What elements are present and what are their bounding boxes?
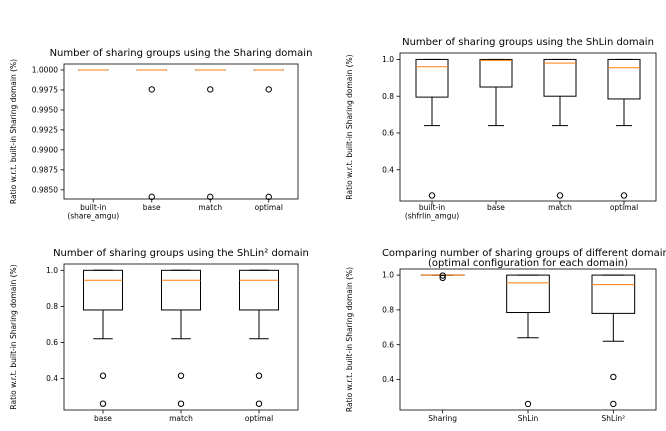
outlier-point [207,86,214,93]
outlier-point [99,400,107,407]
y-tick-label: 0.8 [46,302,58,311]
y-axis-label: Ratio w.r.t. built-in Sharing domain (%) [345,54,354,199]
x-tick-label: optimal [255,203,283,212]
outlier-point [439,272,446,279]
x-tick-label: built-in [80,203,106,212]
outlier-point [148,86,155,93]
chart-3: Number of sharing groups using the ShLin… [9,248,309,423]
x-tick-label: ShLin² [602,414,626,423]
outlier-point [255,400,263,407]
y-tick-label: 0.8 [382,92,394,101]
x-tick-label: base [487,203,505,212]
outlier-point [439,274,446,282]
chart-1: Number of sharing groups using the Shari… [9,48,312,221]
x-tick-label: match [548,203,572,212]
x-tick-label: base [94,414,112,423]
chart-title: Number of sharing groups using the ShLin… [402,37,654,48]
outlier-point [610,400,617,408]
plot-frame [63,263,299,411]
y-tick-label: 0.4 [382,375,394,384]
y-tick-label: 0.9875 [32,165,58,174]
outlier-point [620,192,628,199]
outlier-point [428,192,436,199]
x-tick-label: base [143,203,161,212]
x-tick-label: built-in [419,203,445,212]
box [506,274,550,314]
chart-title: (optimal configuration for each domain) [428,258,628,269]
chart-title: Number of sharing groups using the ShLin… [53,248,309,259]
outlier-point [255,372,263,379]
y-tick-label: 0.4 [382,165,394,174]
x-tick-label: (share_amgu) [67,212,119,221]
y-axis-label: Ratio w.r.t. built-in Sharing domain (%) [345,267,354,412]
y-tick-label: 0.8 [382,306,394,315]
chart-title: Number of sharing groups using the Shari… [50,48,313,59]
y-tick-label: 1.0 [46,266,58,275]
plot-frame [63,63,299,200]
y-tick-label: 1.0 [382,271,394,280]
box [161,269,201,311]
box [239,269,279,311]
outlier-point [556,192,564,199]
y-tick-label: 0.9925 [32,126,58,135]
chart-2: Number of sharing groups using the ShLin… [345,37,657,221]
y-tick-label: 0.6 [382,129,394,138]
box [543,58,577,97]
outlier-point [265,86,272,93]
box [607,58,641,100]
y-tick-label: 1.0000 [32,66,58,75]
plot-frame [399,52,657,202]
y-tick-label: 0.9950 [32,106,58,115]
y-tick-label: 0.6 [46,338,58,347]
box [415,58,449,98]
y-tick-label: 1.0 [382,55,394,64]
y-tick-label: 0.6 [382,340,394,349]
x-tick-label: Sharing [428,414,457,423]
x-tick-label: optimal [610,203,638,212]
outlier-point [610,373,617,381]
chart-4: Comparing number of sharing groups of di… [345,248,666,423]
chart-title: Comparing number of sharing groups of di… [382,248,666,259]
outlier-point [177,400,185,407]
x-tick-label: optimal [245,414,273,423]
box [591,274,636,314]
y-axis-label: Ratio w.r.t. built-in Sharing domain (%) [9,59,18,204]
outlier-point [177,372,185,379]
x-tick-label: ShLin [518,414,539,423]
x-tick-label: match [169,414,193,423]
outlier-point [99,372,107,379]
outlier-point [524,400,532,408]
y-tick-label: 0.4 [46,374,58,383]
box [83,269,123,311]
x-tick-label: (shfrlin_amgu) [405,212,459,221]
plot-frame [399,268,657,411]
y-axis-label: Ratio w.r.t. built-in Sharing domain (%) [9,264,18,409]
y-tick-label: 0.9850 [32,185,58,194]
x-tick-label: match [198,203,222,212]
box [479,58,513,88]
y-tick-label: 0.9900 [32,145,58,154]
y-tick-label: 0.9975 [32,86,58,95]
